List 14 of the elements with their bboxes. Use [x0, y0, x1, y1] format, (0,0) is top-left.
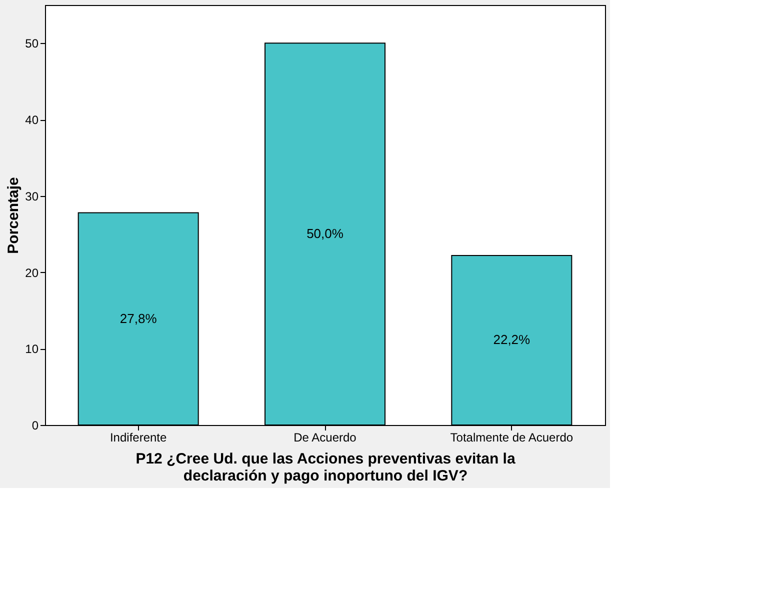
y-tick-label: 0	[32, 418, 39, 432]
data-label: 27,8%	[120, 310, 158, 326]
y-tick-label: 50	[25, 36, 39, 51]
x-tick-label: Totalmente de Acuerdo	[450, 430, 574, 444]
y-axis-title: Porcentaje	[5, 177, 22, 254]
x-tick-label: Indiferente	[110, 430, 168, 444]
y-tick-label: 40	[25, 113, 39, 128]
y-tick-label: 30	[25, 189, 39, 204]
data-label: 22,2%	[493, 332, 531, 348]
x-tick-label: De Acuerdo	[294, 430, 357, 444]
y-tick-label: 20	[25, 266, 39, 280]
y-tick-label: 10	[25, 342, 39, 356]
data-label: 50,0%	[306, 226, 344, 242]
x-axis-title: P12 ¿Cree Ud. que las Acciones preventivas evitan la declaración y pago inoportuno del IGV?	[136, 450, 516, 484]
